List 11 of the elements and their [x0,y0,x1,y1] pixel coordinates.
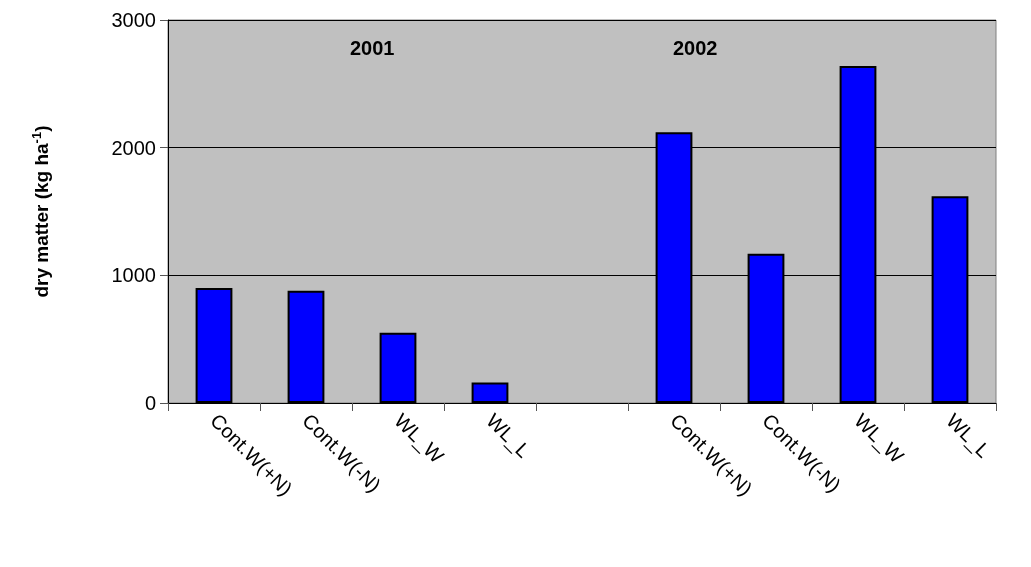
bar [379,332,417,403]
y-tick-label: 0 [144,392,156,414]
bar [287,290,325,403]
y-axis-title: dry matter (kg ha-1) [29,125,52,298]
bar [195,288,233,403]
annotation: 2002 [672,37,718,59]
bar [471,382,509,403]
annotation: 2001 [350,37,395,59]
y-tick-label: 3000 [111,9,156,31]
y-tick-label: 1000 [111,264,156,287]
y-tick-label: 2000 [111,136,156,159]
